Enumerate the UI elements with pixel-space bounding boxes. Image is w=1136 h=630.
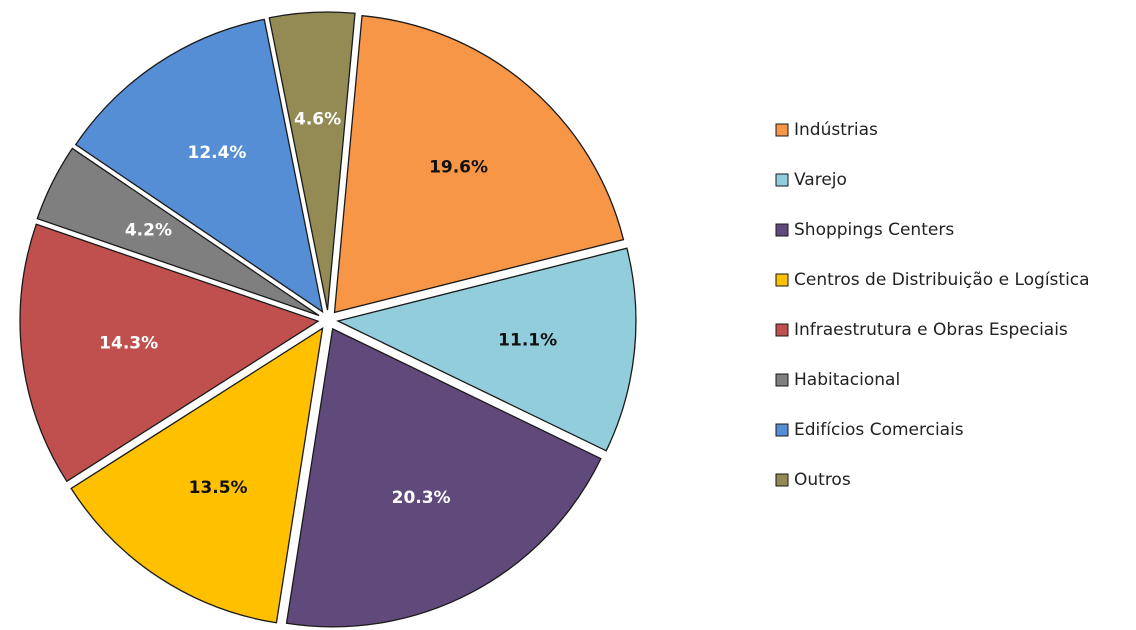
legend-item-outros: Outros — [775, 470, 851, 490]
legend-swatch-infraestrutura-e-obras-especiais — [775, 323, 789, 337]
legend-swatch-centros-de-distribuicao-e-logistica — [775, 273, 789, 287]
pie-slice-edificios-comerciais — [74, 18, 324, 314]
data-label-habitacional: 4.2% — [125, 220, 172, 240]
data-label-edificios-comerciais: 12.4% — [187, 143, 246, 163]
pie-slice-shoppings-centers — [285, 327, 602, 628]
pie-slice-centros-de-distribuicao-e-logistica — [70, 327, 324, 624]
legend-label-shoppings-centers: Shoppings Centers — [794, 220, 954, 240]
chart-legend: Indústrias Varejo Shoppings Centers Centros… — [775, 120, 1090, 490]
legend-item-shoppings-centers: Shoppings Centers — [775, 220, 954, 240]
legend-label-varejo: Varejo — [794, 170, 847, 190]
pie-data-labels: 19.6% 11.1% 20.3% 13.5% 14.3% 4.2% 12.4% 4.6% — [99, 110, 557, 508]
legend-swatch-edificios-comerciais — [775, 423, 789, 437]
legend-label-centros-de-distribuicao-e-logistica: Centros de Distribuição e Logística — [794, 270, 1090, 290]
legend-item-infraestrutura-e-obras-especiais: Infraestrutura e Obras Especiais — [775, 320, 1068, 340]
legend-label-outros: Outros — [794, 470, 851, 490]
legend-label-industrias: Indústrias — [794, 120, 878, 140]
legend-label-infraestrutura-e-obras-especiais: Infraestrutura e Obras Especiais — [794, 320, 1068, 340]
pie-slice-habitacional — [36, 147, 320, 317]
legend-item-industrias: Indústrias — [775, 120, 878, 140]
pie-slice-infraestrutura-e-obras-especiais — [19, 223, 320, 483]
legend-label-edificios-comerciais: Edifícios Comerciais — [794, 420, 964, 440]
pie-slice-varejo — [336, 247, 637, 452]
legend-item-edificios-comerciais: Edifícios Comerciais — [775, 420, 964, 440]
legend-item-habitacional: Habitacional — [775, 370, 900, 390]
legend-label-habitacional: Habitacional — [794, 370, 900, 390]
legend-swatch-industrias — [775, 123, 789, 137]
data-label-shoppings-centers: 20.3% — [392, 488, 451, 508]
data-label-infraestrutura-e-obras-especiais: 14.3% — [99, 334, 158, 354]
pie-slice-outros — [268, 11, 356, 311]
legend-swatch-varejo — [775, 173, 789, 187]
pie-slice-industrias — [333, 14, 625, 314]
data-label-outros: 4.6% — [294, 110, 341, 130]
pie-slices — [19, 11, 637, 628]
data-label-centros-de-distribuicao-e-logistica: 13.5% — [189, 478, 248, 498]
data-label-industrias: 19.6% — [429, 158, 488, 178]
legend-swatch-outros — [775, 473, 789, 487]
legend-item-varejo: Varejo — [775, 170, 847, 190]
legend-swatch-habitacional — [775, 373, 789, 387]
legend-swatch-shoppings-centers — [775, 223, 789, 237]
data-label-varejo: 11.1% — [498, 330, 557, 350]
legend-item-centros-de-distribuicao-e-logistica: Centros de Distribuição e Logística — [775, 270, 1090, 290]
